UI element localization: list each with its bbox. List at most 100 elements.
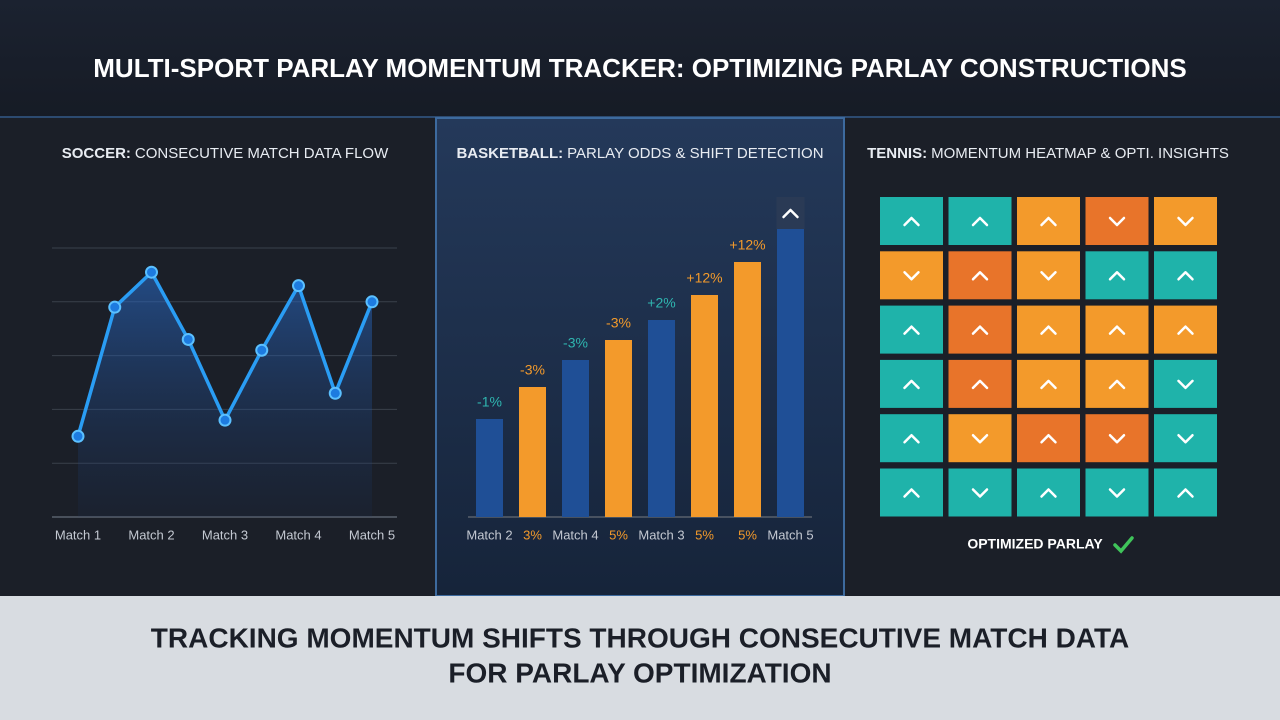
heatmap-cell bbox=[1154, 414, 1217, 463]
x-tick-label: Match 2 bbox=[466, 527, 512, 542]
x-tick-label: 5% bbox=[738, 527, 757, 542]
arrow-icon bbox=[903, 271, 920, 281]
heatmap-cell bbox=[1085, 359, 1149, 408]
arrow-icon bbox=[1040, 271, 1057, 281]
x-tick-label: 5% bbox=[609, 527, 628, 542]
arrow-icon bbox=[1108, 433, 1126, 444]
arrow-icon bbox=[1177, 325, 1194, 335]
panel-title: BASKETBALL: PARLAY ODDS & SHIFT DETECTION bbox=[456, 145, 823, 162]
arrow-icon bbox=[1108, 271, 1126, 281]
heatmap-cell bbox=[948, 468, 1012, 517]
x-tick-label: Match 5 bbox=[349, 527, 395, 542]
panel-label: TENNIS: bbox=[867, 145, 927, 162]
bar-annotation: -3% bbox=[563, 335, 588, 351]
heatmap-cell bbox=[880, 197, 943, 245]
arrow-icon bbox=[1177, 271, 1194, 281]
arrow-icon bbox=[1108, 216, 1126, 227]
heatmap-cell bbox=[880, 305, 943, 354]
arrow-icon bbox=[903, 325, 920, 335]
arrow-icon bbox=[971, 271, 989, 281]
check-icon bbox=[1113, 536, 1134, 554]
heatmap-cell bbox=[1085, 197, 1149, 245]
panel-bg bbox=[845, 118, 1280, 596]
arrow-icon bbox=[1177, 488, 1194, 498]
arrow-icon bbox=[1040, 325, 1057, 335]
arrow-icon bbox=[1040, 433, 1057, 444]
arrow-icon bbox=[903, 216, 920, 227]
footer-line: FOR PARLAY OPTIMIZATION bbox=[448, 657, 831, 688]
heatmap-cell bbox=[1017, 305, 1080, 354]
heatmap-cell bbox=[880, 468, 943, 517]
heatmap-cell bbox=[1017, 197, 1080, 245]
shift-badge bbox=[776, 197, 805, 229]
heatmap-cell bbox=[1085, 305, 1149, 354]
point bbox=[145, 265, 158, 279]
heatmap-cell bbox=[1017, 468, 1080, 517]
arrow-icon bbox=[1108, 379, 1126, 390]
x-tick-label: Match 4 bbox=[275, 527, 321, 542]
heatmap-cell bbox=[1017, 359, 1080, 408]
panel-title: TENNIS: MOMENTUM HEATMAP & OPTI. INSIGHTS bbox=[867, 145, 1229, 162]
bar bbox=[562, 360, 589, 517]
x-tick-label: Match 5 bbox=[767, 527, 813, 542]
arrow-icon bbox=[1108, 488, 1126, 498]
arrow-icon bbox=[971, 325, 989, 335]
line-area bbox=[78, 272, 372, 517]
heatmap-cell bbox=[880, 359, 943, 408]
panel-subtitle: MOMENTUM HEATMAP & OPTI. INSIGHTS bbox=[931, 145, 1229, 162]
bar-annotation: -3% bbox=[520, 362, 545, 378]
bar bbox=[519, 387, 546, 517]
panel-label: SOCCER: bbox=[62, 145, 131, 162]
heatmap-cell bbox=[1085, 414, 1149, 463]
header-bg bbox=[0, 0, 1280, 118]
arrow-icon bbox=[971, 379, 989, 390]
arrow-icon bbox=[1177, 379, 1194, 390]
point bbox=[365, 295, 379, 309]
bar bbox=[605, 340, 632, 517]
point bbox=[328, 386, 342, 400]
x-tick-label: Match 3 bbox=[638, 527, 684, 542]
bar-annotation: +12% bbox=[729, 237, 765, 253]
panel-label: BASKETBALL: bbox=[456, 145, 563, 162]
bar-annotation: +2% bbox=[647, 295, 675, 311]
heatmap-cell bbox=[948, 197, 1012, 245]
bar-annotation: +12% bbox=[686, 270, 722, 286]
point bbox=[218, 413, 232, 427]
x-tick-label: Match 2 bbox=[128, 527, 174, 542]
panel-subtitle: CONSECUTIVE MATCH DATA FLOW bbox=[135, 145, 389, 162]
point bbox=[292, 279, 305, 293]
arrow-icon bbox=[971, 216, 989, 227]
heatmap-cell bbox=[948, 305, 1012, 354]
heatmap-cell bbox=[880, 251, 943, 300]
footer-line: TRACKING MOMENTUM SHIFTS THROUGH CONSECU… bbox=[151, 622, 1129, 653]
heatmap-cell bbox=[948, 359, 1012, 408]
bar bbox=[476, 419, 503, 517]
point bbox=[181, 332, 195, 346]
point bbox=[108, 300, 122, 314]
heatmap-cell bbox=[1017, 251, 1080, 300]
heatmap-cell bbox=[1017, 414, 1080, 463]
arrow-icon bbox=[1040, 488, 1057, 498]
bar bbox=[777, 229, 804, 517]
bar bbox=[648, 320, 675, 517]
page-title: MULTI-SPORT PARLAY MOMENTUM TRACKER: OPT… bbox=[93, 53, 1186, 83]
panel-title: SOCCER: CONSECUTIVE MATCH DATA FLOW bbox=[62, 145, 389, 162]
arrow-icon bbox=[1040, 216, 1057, 227]
x-tick-label: Match 1 bbox=[55, 527, 101, 542]
bar-annotation: -1% bbox=[477, 394, 502, 410]
arrow-icon bbox=[903, 433, 920, 444]
arrow-icon bbox=[1040, 379, 1057, 390]
arrow-icon bbox=[903, 379, 920, 390]
heatmap-cell bbox=[948, 414, 1012, 463]
x-tick-label: 3% bbox=[523, 527, 542, 542]
x-tick-label: Match 4 bbox=[552, 527, 598, 542]
bar bbox=[734, 262, 761, 517]
arrow-icon bbox=[971, 488, 989, 498]
heatmap-cell bbox=[1085, 468, 1149, 517]
heatmap-cell bbox=[1154, 468, 1217, 517]
arrow-icon bbox=[903, 488, 920, 498]
arrow-icon bbox=[1177, 433, 1194, 444]
x-tick-label: 5% bbox=[695, 527, 714, 542]
arrow-icon bbox=[1108, 325, 1126, 335]
